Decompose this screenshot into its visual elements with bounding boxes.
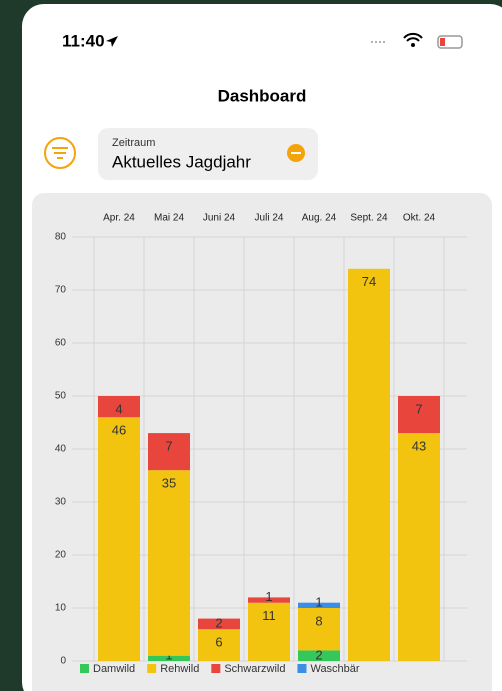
bar-segment (148, 655, 190, 661)
legend-label: Damwild (93, 663, 135, 675)
data-label: 2 (215, 616, 222, 631)
period-field[interactable] (98, 128, 318, 180)
y-tick-label: 20 (55, 550, 67, 561)
bar-segment (348, 268, 390, 661)
data-label: 11 (262, 608, 276, 623)
legend-swatch (80, 664, 89, 673)
screen-title: Dashboard (218, 86, 307, 105)
x-tick-label: Aug. 24 (302, 213, 337, 224)
bar-segment (198, 618, 240, 630)
data-label: 7 (165, 439, 172, 454)
y-tick-label: 0 (60, 656, 66, 667)
bar-segment (98, 417, 140, 661)
legend-swatch (297, 664, 307, 673)
data-label: 74 (362, 274, 376, 289)
legend-label: Rehwild (160, 663, 199, 675)
x-tick-label: Juni 24 (203, 213, 236, 224)
y-tick-label: 10 (55, 603, 67, 614)
bar-segment (148, 470, 190, 656)
x-tick-label: Sept. 24 (350, 213, 388, 224)
data-label: 6 (215, 635, 222, 650)
x-tick-label: Okt. 24 (403, 213, 436, 224)
y-tick-label: 30 (55, 497, 67, 508)
y-tick-label: 80 (55, 232, 67, 243)
y-tick-label: 70 (55, 285, 67, 296)
data-label: 43 (412, 439, 426, 454)
period-value: Aktuelles Jagdjahr (112, 152, 251, 171)
clear-period-button[interactable] (287, 144, 305, 162)
x-tick-label: Mai 24 (154, 213, 184, 224)
status-time: 11:40 (62, 31, 105, 50)
bar-segment (298, 650, 340, 661)
bar-segment (398, 433, 440, 661)
data-label: 46 (112, 423, 126, 438)
x-tick-label: Juli 24 (255, 213, 284, 224)
y-tick-label: 50 (55, 391, 67, 402)
data-label: 4 (115, 401, 122, 416)
y-tick-label: 60 (55, 338, 67, 349)
bar-segment (98, 396, 140, 418)
bar-segment (398, 396, 440, 434)
bar-segment (248, 597, 290, 603)
location-icon (106, 36, 118, 47)
chart: 0 10 20 30 40 50 60 70 80 Apr. 24 46 4 Mai 24 1 35 7 Jun… (55, 213, 467, 675)
data-label: 8 (315, 613, 322, 628)
legend-label: Waschbär (310, 663, 359, 675)
data-label: 1 (265, 589, 272, 604)
data-label: 2 (315, 647, 322, 662)
status-icons (371, 32, 463, 49)
y-tick-label: 40 (55, 444, 67, 455)
bar-segment (148, 433, 190, 471)
period-label: Zeitraum (112, 137, 155, 149)
legend-swatch (211, 664, 221, 673)
legend-swatch (147, 664, 157, 673)
bar-segment (298, 608, 340, 651)
x-tick-label: Apr. 24 (103, 213, 135, 224)
legend-label: Schwarzwild (224, 663, 285, 675)
data-label: 7 (415, 401, 422, 416)
bar-segment (298, 602, 340, 608)
data-label: 35 (162, 476, 176, 491)
bar-segment (198, 629, 240, 661)
filter-button[interactable] (44, 137, 76, 169)
data-label: 1 (315, 594, 322, 609)
bar-segment (248, 602, 290, 661)
